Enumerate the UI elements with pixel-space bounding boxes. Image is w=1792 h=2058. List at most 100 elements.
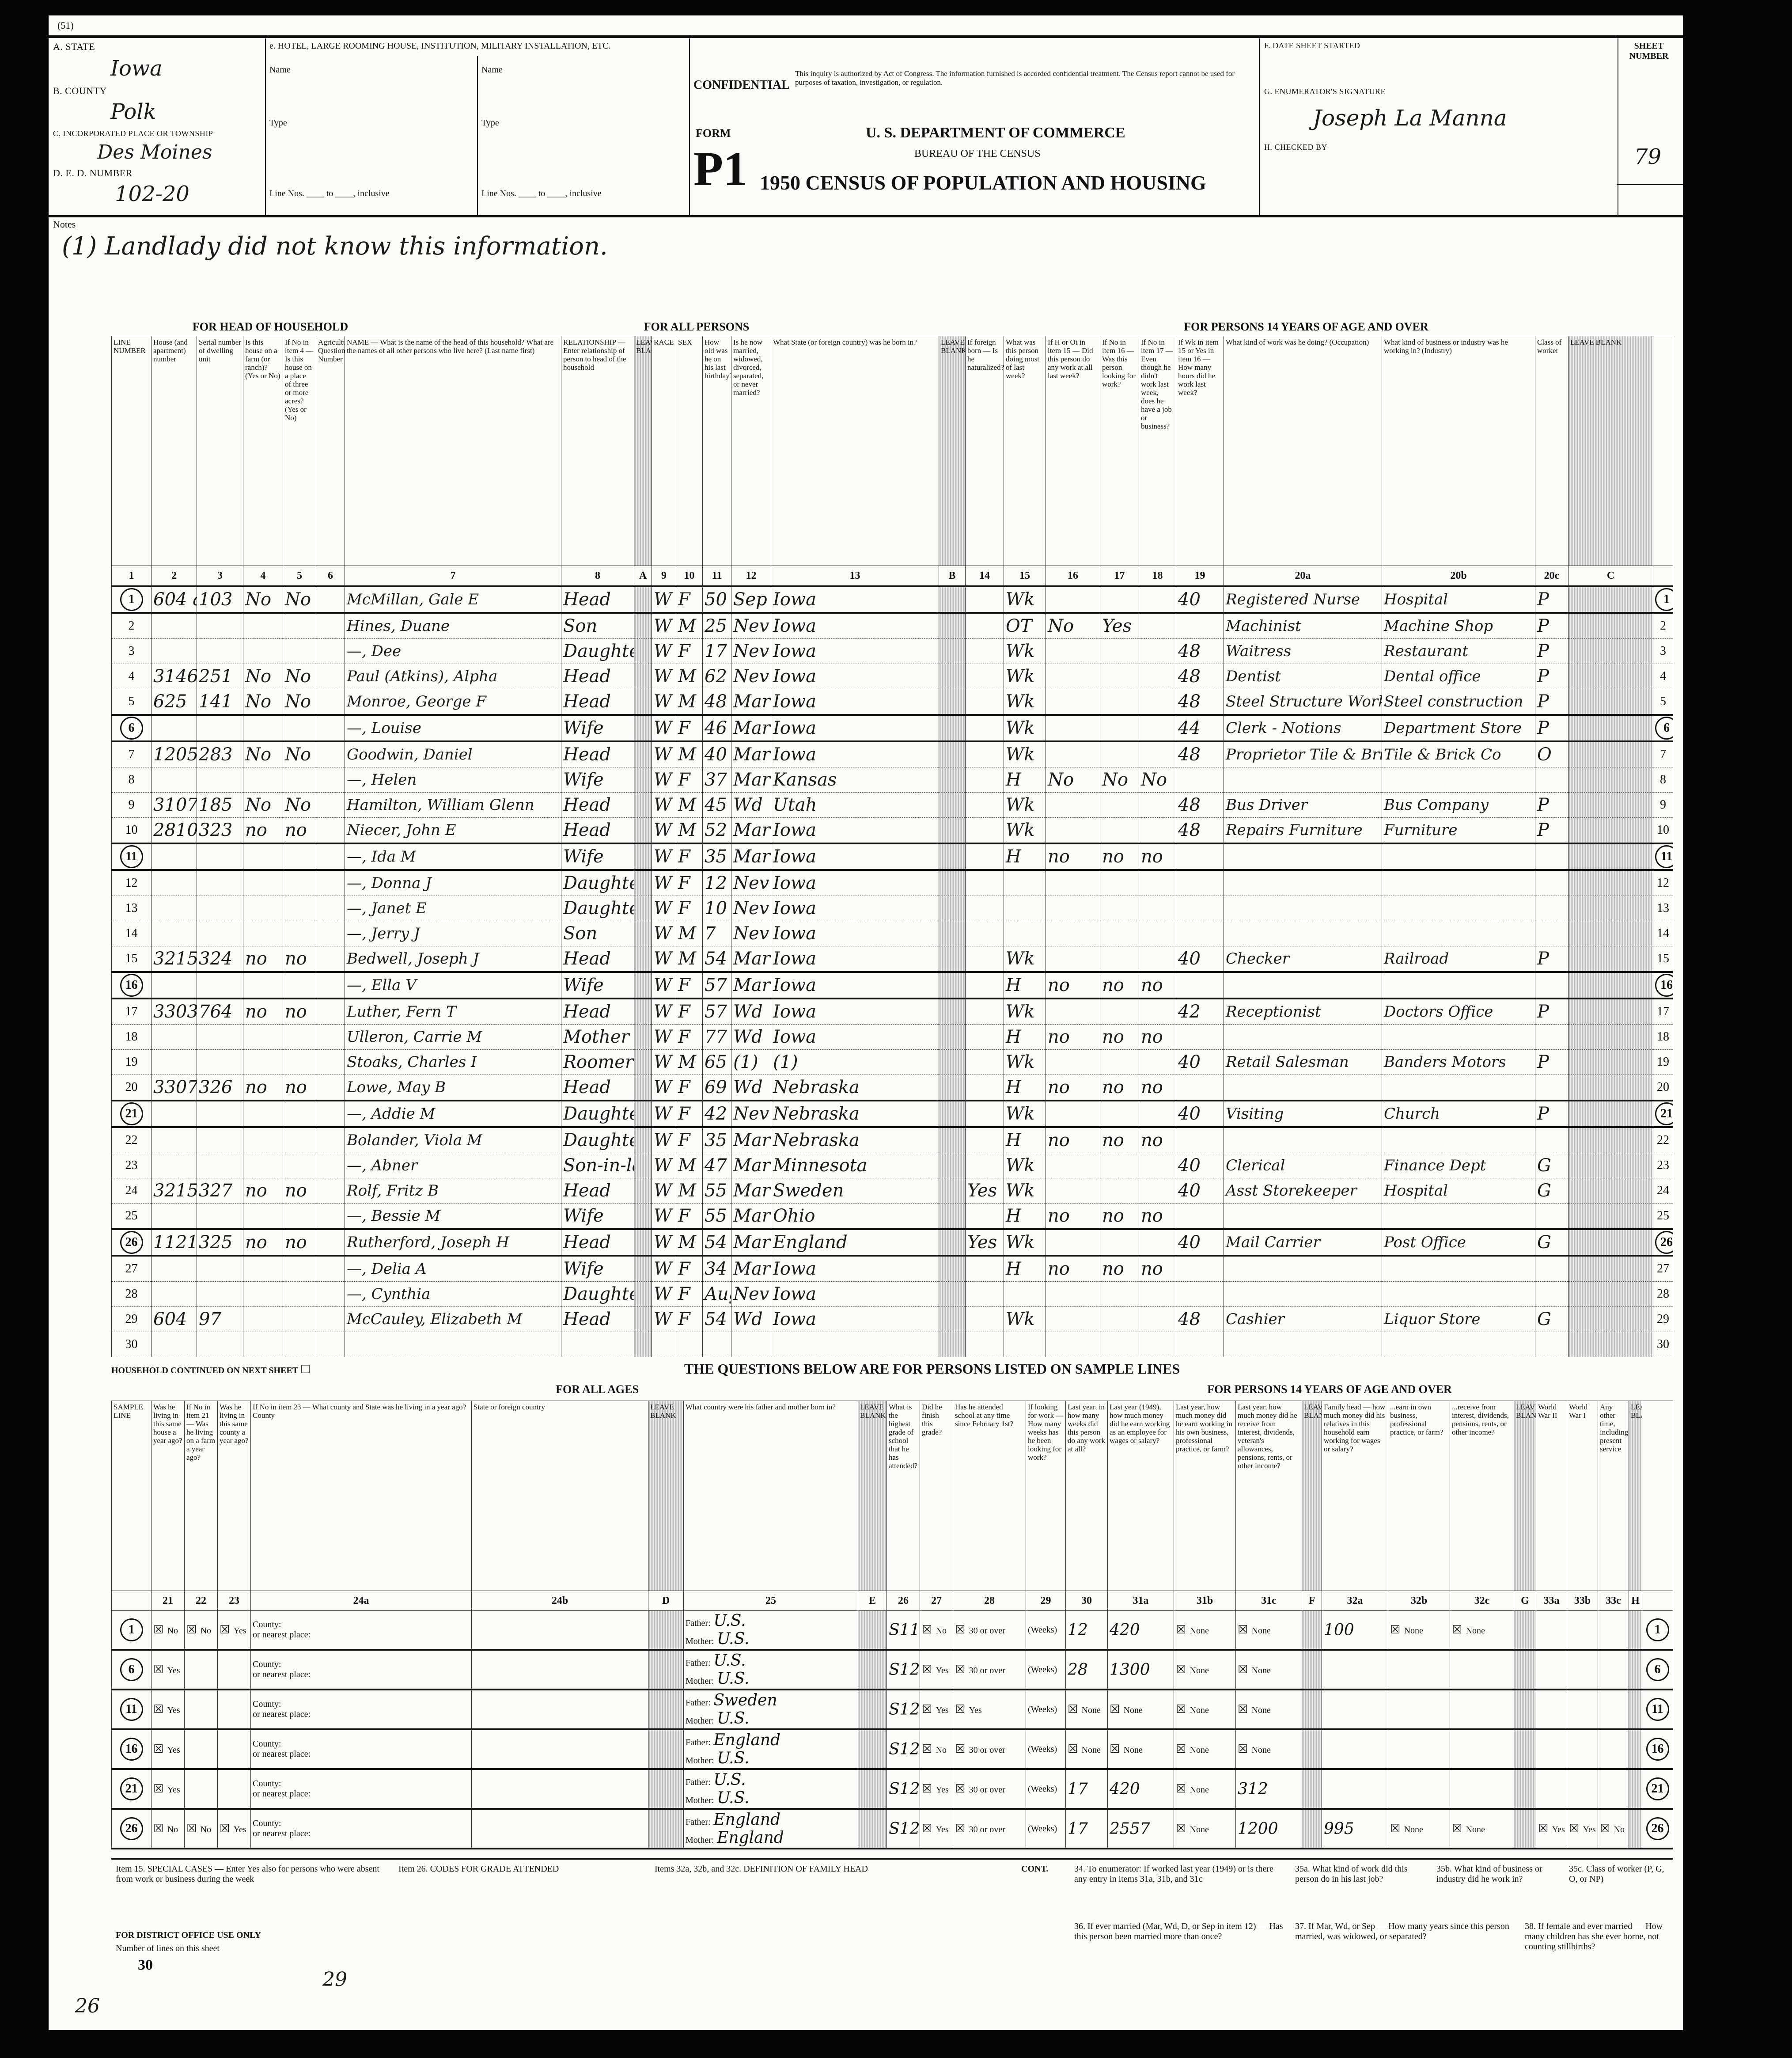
section-persons-14-over: FOR PERSONS 14 YEARS OF AGE AND OVER xyxy=(1184,320,1428,333)
sample-cell-c28[interactable]: ☒ 30 or over xyxy=(953,1769,1026,1810)
cell-c16 xyxy=(1046,714,1100,742)
cell-c17 xyxy=(1100,946,1139,972)
checkbox-answer: None xyxy=(1466,1825,1485,1834)
sample-cell-c33b[interactable]: ☒ Yes xyxy=(1567,1808,1598,1849)
sample-cell-c31b[interactable]: ☒ None xyxy=(1174,1610,1236,1651)
line-number-text: 3 xyxy=(1660,644,1666,658)
cell-cls xyxy=(1535,1332,1568,1357)
checked-box-icon: ☒ xyxy=(153,1782,167,1796)
cell-c16 xyxy=(1046,1306,1100,1332)
column-header-line-right xyxy=(1653,336,1673,566)
sample-cell-c21[interactable]: ☒ Yes xyxy=(151,1689,185,1730)
cell-ind: Railroad xyxy=(1382,946,1535,972)
sample-cell-c27[interactable]: ☒ Yes xyxy=(920,1689,953,1730)
cell-c18 xyxy=(1139,585,1176,614)
cell-ind: Department Store xyxy=(1382,714,1535,742)
sample-cell-c31b[interactable]: ☒ None xyxy=(1174,1808,1236,1849)
sample-cell-c27[interactable]: ☒ Yes xyxy=(920,1808,953,1849)
checked-box-icon: ☒ xyxy=(922,1743,936,1756)
cell-cls: P xyxy=(1535,817,1568,844)
cell-occ: Receptionist xyxy=(1224,998,1382,1025)
sample-cell-c21[interactable]: ☒ No xyxy=(151,1808,185,1849)
sample-cell-c28[interactable]: ☒ 30 or over xyxy=(953,1729,1026,1770)
cell-aq xyxy=(316,896,345,921)
table-row: 20 3307 326 no no Lowe, May B Head W F 69 Wd Nebras… xyxy=(111,1075,1673,1101)
sample-cell-c32c[interactable]: ☒ None xyxy=(1450,1610,1514,1651)
line-number: 15 xyxy=(111,946,152,972)
sample-cell-c28[interactable]: ☒ 30 or over xyxy=(953,1649,1026,1690)
sample-cell-c22[interactable]: ☒ No xyxy=(184,1808,218,1849)
sample-cell-c23[interactable]: ☒ Yes xyxy=(217,1610,251,1651)
line-number-text: 19 xyxy=(1657,1055,1669,1069)
sample-cell-c28[interactable]: ☒ 30 or over xyxy=(953,1808,1026,1849)
sample-cell-c33a xyxy=(1536,1729,1567,1770)
checkbox-answer: No xyxy=(167,1626,178,1636)
sample-cell-c21[interactable]: ☒ Yes xyxy=(151,1769,185,1810)
cell-acres xyxy=(283,1049,316,1075)
leave-blank-cell xyxy=(634,1049,652,1075)
cell-c15: Wk xyxy=(1004,998,1046,1025)
sample-cell-c27[interactable]: ☒ No xyxy=(920,1610,953,1651)
cell-c18: no xyxy=(1139,1203,1176,1230)
mother-label: Mother: xyxy=(686,1835,714,1845)
cell-c17 xyxy=(1100,1049,1139,1075)
sample-cell-c31b[interactable]: ☒ None xyxy=(1174,1729,1236,1770)
leave-blank-cell xyxy=(939,921,966,946)
sample-cell-c33c xyxy=(1598,1769,1629,1810)
sample-cell-c27[interactable]: ☒ Yes xyxy=(920,1769,953,1810)
line-number-text: 25 xyxy=(125,1209,138,1223)
sample-cell-c31b[interactable]: ☒ None xyxy=(1174,1689,1236,1730)
leave-blank-cell xyxy=(634,971,652,999)
form-code: (51) xyxy=(57,20,74,31)
checked-box-icon: ☒ xyxy=(922,1663,936,1676)
sample-cell-c27[interactable]: ☒ Yes xyxy=(920,1649,953,1690)
sample-cell-c22[interactable]: ☒ No xyxy=(184,1610,218,1651)
sample-cell-c23[interactable]: ☒ Yes xyxy=(217,1808,251,1849)
cell-house xyxy=(151,638,197,664)
cell-mar: Nev xyxy=(731,612,771,639)
sample-cell-c32b[interactable]: ☒ None xyxy=(1388,1808,1450,1849)
sample-cell-c21[interactable]: ☒ Yes xyxy=(151,1649,185,1690)
cell-race: W xyxy=(652,1049,676,1075)
father-birthplace: Father: England xyxy=(686,1811,856,1829)
household-continued-checkbox[interactable]: HOUSEHOLD CONTINUED ON NEXT SHEET ☐ xyxy=(111,1363,311,1376)
checked-box-icon: ☒ xyxy=(1068,1743,1082,1756)
cell-rel xyxy=(561,1332,634,1357)
sample-cell-c31b[interactable]: ☒ None xyxy=(1174,1649,1236,1690)
sample-cell-c31c[interactable]: ☒ None xyxy=(1235,1649,1302,1690)
cell-age: 55 xyxy=(702,1178,731,1204)
cell-c16 xyxy=(1046,1228,1100,1257)
institution-label: e. HOTEL, LARGE ROOMING HOUSE, INSTITUTI… xyxy=(269,41,611,51)
sample-cell-c30[interactable]: ☒ None xyxy=(1065,1689,1108,1730)
sample-cell-c31b[interactable]: ☒ None xyxy=(1174,1769,1236,1810)
cell-c19 xyxy=(1176,1203,1224,1230)
sample-cell-c31a[interactable]: ☒ None xyxy=(1107,1729,1174,1770)
sample-cell-c30[interactable]: ☒ None xyxy=(1065,1729,1108,1770)
leave-blank-cell xyxy=(648,1729,684,1770)
cell-name: Ulleron, Carrie M xyxy=(345,1024,561,1050)
sample-cell-c31c[interactable]: ☒ None xyxy=(1235,1610,1302,1651)
sample-column-header-25: What country were his father and mother … xyxy=(683,1401,858,1591)
cell-sex: F xyxy=(676,638,703,664)
cell-c16 xyxy=(1046,1281,1100,1307)
father-birthplace: Father: U.S. xyxy=(686,1612,856,1630)
checkbox-answer: Yes xyxy=(167,1785,180,1795)
sample-cell-c21[interactable]: ☒ No xyxy=(151,1610,185,1651)
sample-cell-c31a[interactable]: ☒ None xyxy=(1107,1689,1174,1730)
sample-cell-c21[interactable]: ☒ Yes xyxy=(151,1729,185,1770)
leave-blank-cell xyxy=(634,843,652,871)
father-label: Father: xyxy=(686,1658,711,1668)
sample-cell-c31c[interactable]: ☒ None xyxy=(1235,1689,1302,1730)
sample-cell-c27[interactable]: ☒ No xyxy=(920,1729,953,1770)
sample-cell-c33a[interactable]: ☒ Yes xyxy=(1536,1808,1567,1849)
cell-age: 69 xyxy=(702,1075,731,1101)
sample-column-number: 27 xyxy=(920,1591,953,1611)
sample-cell-c32c[interactable]: ☒ None xyxy=(1450,1808,1514,1849)
sample-cell-c33c[interactable]: ☒ No xyxy=(1598,1808,1629,1849)
sample-cell-c32b[interactable]: ☒ None xyxy=(1388,1610,1450,1651)
cell-c16: no xyxy=(1046,1203,1100,1230)
sample-cell-c31c[interactable]: ☒ None xyxy=(1235,1729,1302,1770)
checked-box-icon: ☒ xyxy=(1110,1743,1124,1756)
sample-cell-c28[interactable]: ☒ Yes xyxy=(953,1689,1026,1730)
sample-cell-c28[interactable]: ☒ 30 or over xyxy=(953,1610,1026,1651)
